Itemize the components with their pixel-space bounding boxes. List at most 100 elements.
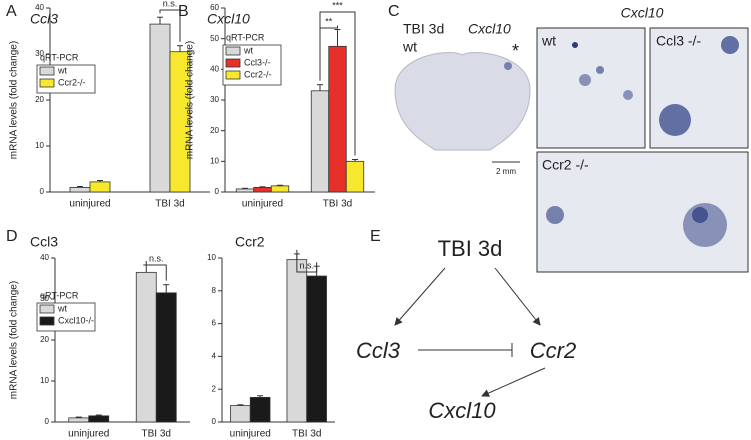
chart-title: Ccl3 bbox=[30, 11, 58, 27]
y-tick-label: 10 bbox=[40, 376, 49, 385]
legend-label: wt bbox=[57, 65, 67, 75]
arrow bbox=[394, 267, 446, 326]
bar bbox=[88, 415, 110, 423]
legend-label: Ccr2-/- bbox=[244, 69, 272, 79]
y-tick-label: 0 bbox=[215, 187, 220, 196]
significance-label: n.s. bbox=[149, 253, 164, 263]
bar bbox=[89, 181, 111, 193]
legend-title: qRT-PCR bbox=[40, 52, 79, 62]
legend-title: qRT-PCR bbox=[226, 32, 265, 42]
legend-swatch bbox=[39, 316, 55, 326]
inset-title: Cxcl10 bbox=[621, 5, 664, 21]
significance-bracket bbox=[159, 9, 181, 42]
panel-letter: C bbox=[388, 3, 400, 20]
significance-label: *** bbox=[332, 0, 343, 10]
y-tick-label: 20 bbox=[35, 95, 44, 104]
y-tick-label: 60 bbox=[210, 3, 219, 12]
x-tick-label: TBI 3d bbox=[155, 199, 184, 210]
panel-e: E TBI 3d Ccl3 Ccr2 Cxcl10 bbox=[356, 228, 576, 423]
node: TBI 3d bbox=[438, 236, 503, 261]
bar bbox=[68, 417, 90, 423]
panel-letter: B bbox=[178, 3, 189, 20]
bar bbox=[286, 259, 308, 423]
panel-letter: E bbox=[370, 228, 381, 245]
signal-dots bbox=[546, 36, 739, 247]
significance-label: ** bbox=[325, 16, 333, 26]
y-tick-label: 6 bbox=[212, 319, 217, 328]
significance-label: n.s. bbox=[163, 0, 178, 8]
x-tick-label: TBI 3d bbox=[323, 199, 352, 210]
bar bbox=[155, 292, 177, 423]
inset-label: Ccr2 -/- bbox=[542, 157, 589, 173]
bar bbox=[310, 90, 330, 193]
condition: TBI 3d bbox=[403, 21, 444, 37]
arrow bbox=[494, 267, 541, 326]
bar bbox=[270, 185, 290, 193]
bar bbox=[235, 188, 255, 193]
y-tick-label: 50 bbox=[210, 34, 219, 43]
legend-swatch bbox=[39, 304, 55, 314]
legend-label: wt bbox=[57, 303, 67, 313]
inset-label: Ccl3 -/- bbox=[656, 33, 701, 49]
legend-label: Cxcl10-/- bbox=[58, 315, 94, 325]
panel-c: C TBI 3d wt Cxcl10 * 2 mm Cxcl10 wt Ccl3… bbox=[388, 3, 749, 273]
x-tick-label: TBI 3d bbox=[142, 429, 171, 440]
significance-bracket bbox=[319, 11, 356, 156]
legend-swatch bbox=[225, 46, 241, 56]
chart-title: Ccr2 bbox=[235, 234, 265, 250]
y-tick-label: 40 bbox=[35, 3, 44, 12]
y-tick-label: 10 bbox=[207, 253, 216, 262]
y-tick-label: 2 bbox=[212, 384, 217, 393]
y-axis-label: mRNA levels (fold change) bbox=[9, 281, 20, 399]
bar bbox=[230, 405, 251, 423]
y-axis-label: mRNA levels (fold change) bbox=[9, 41, 20, 159]
y-tick-label: 30 bbox=[35, 49, 44, 58]
y-tick-label: 4 bbox=[212, 352, 217, 361]
bar bbox=[149, 23, 171, 193]
y-tick-label: 0 bbox=[45, 417, 50, 426]
y-tick-label: 20 bbox=[210, 126, 219, 135]
arrow bbox=[481, 367, 546, 397]
legend-swatch bbox=[225, 58, 241, 68]
marker: * bbox=[512, 41, 519, 61]
panel-letter: A bbox=[6, 3, 17, 20]
inset bbox=[536, 27, 646, 149]
y-tick-label: 30 bbox=[40, 294, 49, 303]
bar bbox=[345, 160, 365, 193]
x-tick-label: TBI 3d bbox=[292, 429, 321, 440]
legend-swatch bbox=[225, 70, 241, 80]
y-tick-label: 30 bbox=[210, 95, 219, 104]
chart-title: Ccl3 bbox=[30, 234, 58, 250]
bar bbox=[69, 186, 91, 193]
node: Ccl3 bbox=[356, 338, 401, 363]
x-tick-label: uninjured bbox=[68, 429, 109, 440]
panel-letter: D bbox=[6, 228, 18, 245]
genotype: wt bbox=[402, 39, 417, 55]
significance-bracket bbox=[296, 249, 318, 273]
x-tick-label: uninjured bbox=[69, 199, 110, 210]
y-axis-label: mRNA levels (fold change) bbox=[185, 41, 196, 159]
significance-bracket bbox=[145, 260, 167, 281]
y-tick-label: 40 bbox=[40, 253, 49, 262]
x-tick-label: uninjured bbox=[242, 199, 283, 210]
y-tick-label: 0 bbox=[40, 187, 45, 196]
gene: Cxcl10 bbox=[468, 21, 511, 37]
bar bbox=[253, 186, 272, 193]
bar bbox=[169, 51, 191, 193]
y-tick-label: 40 bbox=[210, 64, 219, 73]
x-tick-label: uninjured bbox=[230, 429, 271, 440]
scale-label: 2 mm bbox=[496, 167, 516, 176]
legend-label: wt bbox=[243, 45, 253, 55]
legend-swatch bbox=[39, 66, 55, 76]
y-tick-label: 8 bbox=[212, 286, 217, 295]
legend-label: Ccr2-/- bbox=[58, 77, 86, 87]
signal bbox=[504, 62, 512, 70]
y-tick-label: 10 bbox=[35, 141, 44, 150]
legend-title: qRT-PCR bbox=[40, 290, 79, 300]
bar bbox=[328, 45, 347, 193]
legend-swatch bbox=[39, 78, 55, 88]
bar bbox=[306, 275, 327, 423]
y-tick-label: 0 bbox=[212, 417, 217, 426]
bar bbox=[135, 271, 157, 423]
node: Cxcl10 bbox=[428, 398, 496, 423]
